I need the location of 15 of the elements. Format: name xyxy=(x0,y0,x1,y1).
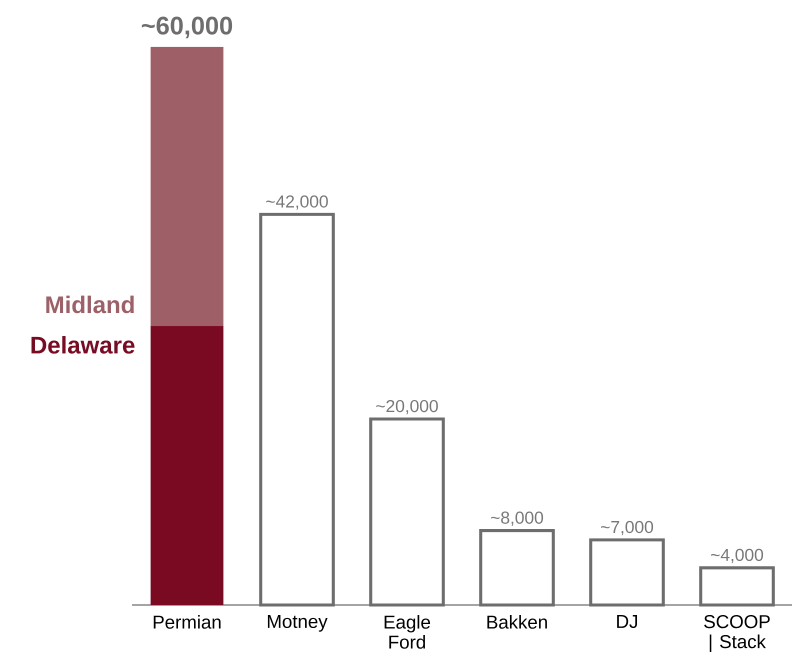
data-label: ~8,000 xyxy=(491,512,544,526)
data-label: ~20,000 xyxy=(376,400,438,414)
total-label: ~60,000 xyxy=(142,16,232,38)
x-tick-label: Motney xyxy=(268,615,328,632)
data-label: ~42,000 xyxy=(266,195,328,210)
x-tick-label: Bakken xyxy=(487,615,547,629)
data-label: ~4,000 xyxy=(711,548,764,564)
data-label: ~7,000 xyxy=(601,520,654,536)
x-tick-label: Eagle Ford xyxy=(384,615,430,649)
series-label: Midland xyxy=(46,296,134,314)
x-tick-label: Permian xyxy=(154,615,221,629)
x-tick-label: DJ xyxy=(617,615,638,628)
x-tick-label: SCOOP | Stack xyxy=(704,615,770,652)
bar xyxy=(150,326,224,606)
series-label: Delaware xyxy=(32,336,134,354)
